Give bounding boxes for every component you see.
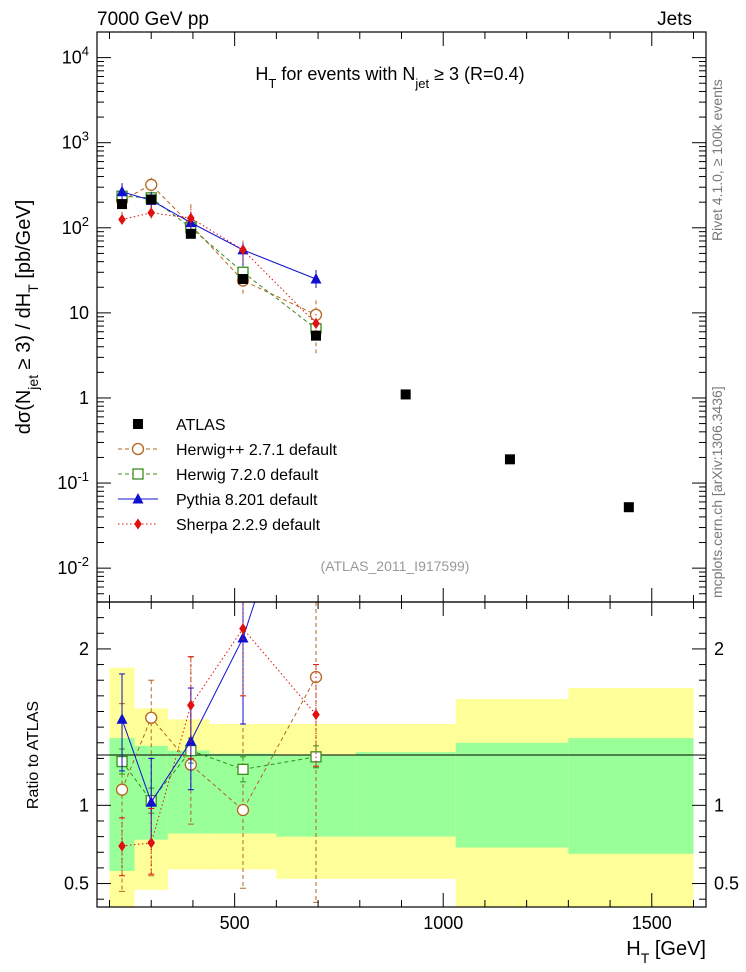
ratio-tick-label-left-0: 0.5 bbox=[64, 874, 89, 894]
green-band-bin-5 bbox=[355, 752, 456, 837]
ratio-tick-label-right-0: 0.5 bbox=[714, 874, 739, 894]
atlas-point-1 bbox=[146, 194, 157, 205]
uncertainty-bands bbox=[109, 667, 694, 907]
mcplots-label: mcplots.cern.ch [arXiv:1306.3436] bbox=[709, 386, 725, 598]
axes-layer: 500 1000 1500 10-2 10-1 1 10 102 103 104 0.5 0.5 1 1 2… bbox=[57, 31, 739, 933]
ratio-line-series-0 bbox=[121, 676, 317, 811]
main-point-series-3-3 bbox=[239, 244, 247, 256]
ratio-tick-label-left-2: 2 bbox=[79, 639, 89, 659]
ratio-point-series-1-3 bbox=[237, 763, 249, 776]
main-point-series-0-1 bbox=[145, 178, 158, 191]
legend-marker-series-2 bbox=[132, 493, 144, 504]
rivet-label: Rivet 4.1.0, ≥ 100k events bbox=[709, 79, 725, 241]
ratio-point-series-2-3 bbox=[237, 631, 249, 643]
y-axis-label: dσ(Njet ≥ 3) / dHT [pb/GeV] bbox=[13, 200, 41, 435]
legend-label-series-0: Herwig++ 2.7.1 default bbox=[176, 442, 338, 459]
atlas-point-5 bbox=[400, 389, 411, 400]
y-tick-label-1: 10-1 bbox=[57, 469, 89, 493]
ratio-point-series-3-4 bbox=[312, 709, 320, 721]
x-tick-label-500: 500 bbox=[220, 913, 250, 933]
legend-label-series-3: Sherpa 2.2.9 default bbox=[176, 517, 321, 534]
atlas-point-6 bbox=[504, 454, 515, 465]
ratio-y-axis-label: Ratio to ATLAS bbox=[25, 701, 42, 809]
ratio-point-series-2-0 bbox=[116, 713, 128, 724]
atlas-point-2 bbox=[185, 228, 196, 239]
ratio-tick-label-right-2: 2 bbox=[714, 639, 724, 659]
legend-label-series-2: Pythia 8.201 default bbox=[176, 492, 318, 509]
y-tick-label-6: 104 bbox=[62, 44, 89, 68]
y-tick-label-4: 102 bbox=[62, 214, 89, 238]
ratio-point-series-2-2 bbox=[185, 735, 197, 746]
ratio-point-series-0-0 bbox=[115, 783, 129, 796]
ratio-tick-label-left-1: 1 bbox=[79, 795, 89, 815]
ratio-tick-label-right-1: 1 bbox=[714, 795, 724, 815]
ratio-series-layer bbox=[115, 602, 323, 903]
ratio-point-series-0-1 bbox=[145, 711, 158, 724]
analysis-tag: (ATLAS_2011_I917599) bbox=[321, 558, 470, 574]
x-tick-label-1000: 1000 bbox=[423, 913, 463, 933]
main-point-series-3-2 bbox=[187, 212, 195, 224]
ratio-point-series-3-0 bbox=[118, 840, 126, 852]
main-point-series-3-1 bbox=[147, 207, 156, 219]
atlas-point-3 bbox=[237, 274, 248, 285]
atlas-point-0 bbox=[117, 199, 128, 210]
legend-label-atlas: ATLAS bbox=[176, 417, 226, 434]
main-point-series-3-4 bbox=[312, 318, 320, 330]
legend-marker-series-0 bbox=[131, 442, 145, 456]
atlas-point-7 bbox=[623, 502, 634, 513]
main-point-series-2-0 bbox=[116, 185, 128, 197]
y-tick-label-5: 103 bbox=[62, 129, 89, 153]
energy-label: 7000 GeV pp bbox=[97, 9, 209, 30]
x-axis-label: HT [GeV] bbox=[626, 938, 706, 966]
y-tick-label-3: 10 bbox=[69, 303, 89, 323]
ratio-point-series-0-3 bbox=[236, 803, 250, 817]
legend-marker-atlas bbox=[133, 419, 143, 429]
atlas-point-4 bbox=[310, 330, 321, 341]
legend-label-series-1: Herwig 7.2.0 default bbox=[176, 467, 319, 484]
y-tick-label-0: 10-2 bbox=[57, 554, 89, 578]
atlas-data-layer bbox=[117, 194, 634, 513]
main-line-series-0 bbox=[121, 184, 317, 316]
main-point-series-3-0 bbox=[118, 214, 126, 226]
legend-marker-series-3 bbox=[134, 518, 142, 530]
y-tick-label-2: 1 bbox=[79, 388, 89, 408]
legend-marker-series-1 bbox=[132, 468, 144, 480]
x-tick-label-1500: 1500 bbox=[632, 913, 672, 933]
ratio-point-series-3-2 bbox=[187, 699, 195, 711]
ratio-point-series-3-3 bbox=[239, 623, 247, 635]
green-band-bin-4 bbox=[276, 755, 356, 837]
ratio-point-series-3-1 bbox=[147, 837, 156, 849]
main-point-series-2-4 bbox=[310, 273, 322, 284]
ratio-point-series-2-1 bbox=[145, 796, 157, 807]
legend: ATLAS Herwig++ 2.7.1 default Herwig 7.2.0 … bbox=[118, 417, 338, 534]
green-band-bin-6 bbox=[455, 742, 569, 848]
green-band-bin-7 bbox=[568, 738, 694, 854]
ratio-frame bbox=[96, 601, 707, 908]
process-label: Jets bbox=[657, 9, 692, 30]
plot-title: HT for events with Njet ≥ 3 (R=0.4) bbox=[255, 64, 524, 91]
